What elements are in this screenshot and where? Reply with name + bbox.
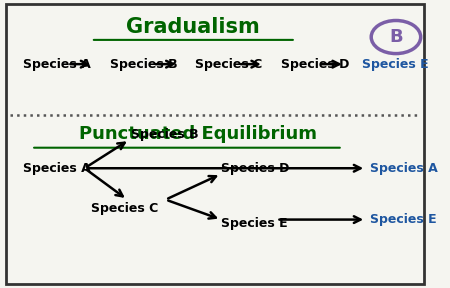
Text: Species C: Species C — [91, 202, 158, 215]
Text: Species B: Species B — [131, 128, 199, 141]
Text: Species E: Species E — [221, 217, 288, 230]
Text: Gradualism: Gradualism — [126, 17, 260, 37]
Text: Punctuated Equilibrium: Punctuated Equilibrium — [79, 125, 317, 143]
Text: Species D: Species D — [221, 162, 289, 175]
Text: Species B: Species B — [110, 58, 178, 71]
Text: B: B — [389, 28, 403, 46]
Text: Species E: Species E — [370, 213, 437, 226]
Text: Species A: Species A — [370, 162, 438, 175]
Text: Species E: Species E — [362, 58, 428, 71]
Text: Species C: Species C — [195, 58, 263, 71]
Text: Species A: Species A — [22, 162, 90, 175]
Text: Species A: Species A — [22, 58, 90, 71]
Text: Species D: Species D — [281, 58, 349, 71]
